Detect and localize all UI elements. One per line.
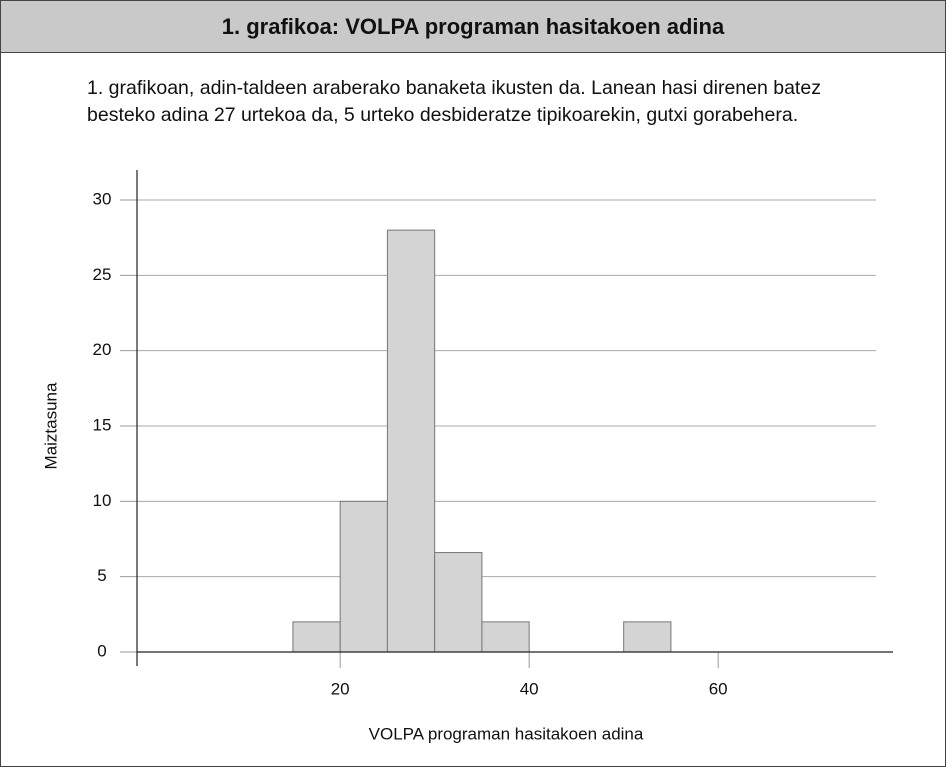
bar	[434, 552, 483, 653]
x-tick-label: 40	[520, 679, 539, 698]
x-tick-label: 60	[709, 679, 728, 698]
y-axis-label: Maiztasuna	[41, 382, 60, 469]
bar	[339, 500, 388, 653]
y-tick-label: 20	[93, 340, 112, 359]
x-axis-label: VOLPA programan hasitakoen adina	[369, 724, 644, 743]
bar	[481, 621, 530, 653]
y-tick-label: 10	[93, 491, 112, 510]
description: 1. grafikoan, adin-taldeen araberako ban…	[87, 77, 821, 126]
bar	[623, 621, 672, 653]
y-tick-label: 15	[93, 415, 112, 434]
y-tick-label: 0	[97, 641, 106, 660]
bar	[292, 621, 341, 653]
y-tick-label: 25	[93, 265, 112, 284]
x-tick-label: 20	[331, 679, 350, 698]
panel-title: 1. grafikoa: VOLPA programan hasitakoen …	[1, 1, 945, 53]
y-tick-label: 5	[97, 566, 106, 585]
bar	[386, 229, 436, 653]
y-tick-label: 30	[93, 189, 112, 208]
